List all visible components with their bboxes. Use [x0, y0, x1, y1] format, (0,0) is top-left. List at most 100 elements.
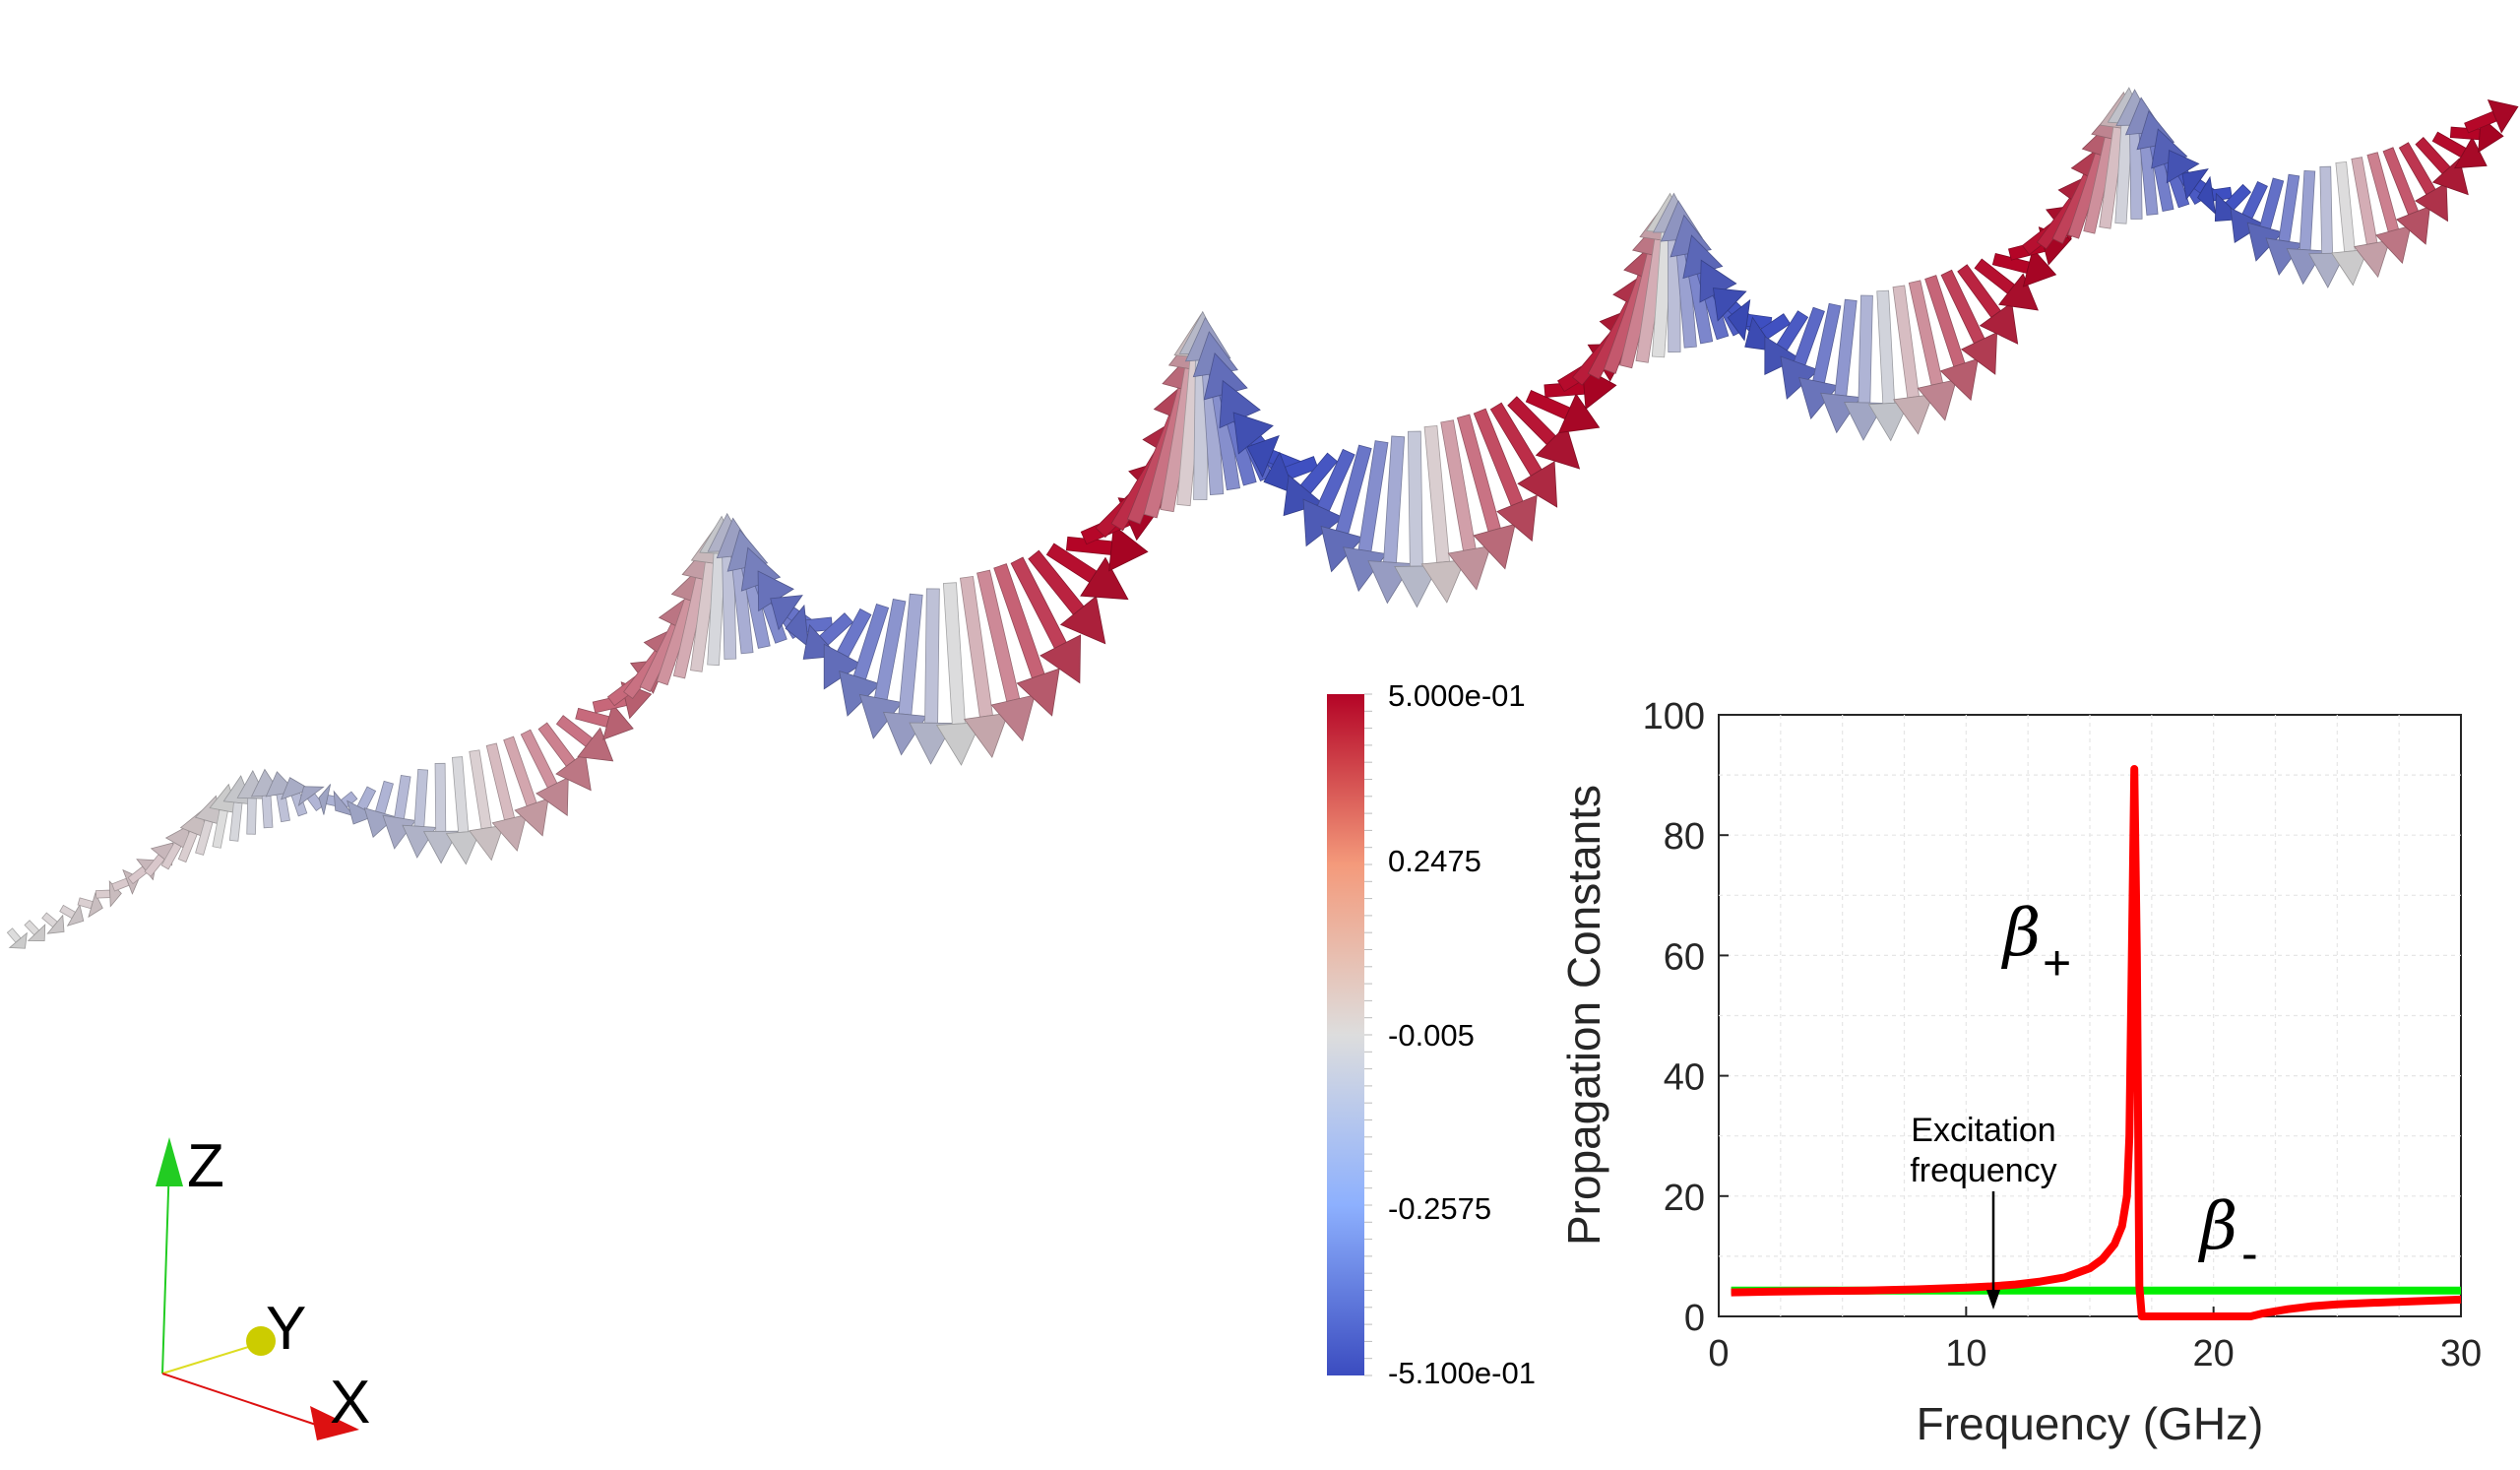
colorbar-gradient: [1327, 694, 1364, 1375]
line-chart: 0 10 20 30 0 20 40 60 80 100 Frequency (GHz) Pro…: [1558, 696, 2482, 1449]
field-arrow: [2366, 152, 2412, 265]
colorbar-min-label: -5.100e-01: [1388, 1356, 1536, 1390]
field-arrow: [1394, 430, 1439, 608]
z-axis-cone: [156, 1137, 183, 1186]
colorbar-ticks: [1364, 693, 1372, 1376]
x-axis-title: Frequency (GHz): [1917, 1398, 2264, 1449]
field-arrow: [1440, 419, 1491, 591]
annotation-line-2: frequency: [1910, 1152, 2056, 1189]
field-arrow: [1045, 543, 1129, 601]
field-arrow: [422, 762, 459, 864]
x-tick-label: 30: [2440, 1333, 2482, 1374]
y-tick-labels: 0 20 40 60 80 100: [1643, 696, 1729, 1339]
field-arrow: [297, 786, 325, 812]
field-arrow: [575, 703, 634, 740]
field-arrow: [2265, 173, 2303, 277]
field-arrow: [993, 563, 1060, 717]
y-tick-label: 0: [1684, 1298, 1705, 1339]
x-axis-label: X: [330, 1369, 370, 1437]
field-arrow: [1010, 556, 1082, 684]
field-arrow: [2230, 180, 2268, 243]
y-tick-label: 20: [1664, 1178, 1705, 1219]
field-arrow: [2398, 142, 2448, 223]
field-arrow: [2382, 147, 2430, 245]
y-axis-line: [161, 1343, 259, 1374]
field-arrow: [95, 880, 122, 908]
field-arrow: [333, 790, 358, 817]
y-axis-marker: [246, 1326, 276, 1356]
x-axis-cone: [310, 1406, 359, 1440]
beta-plus-symbol: β: [2000, 895, 2041, 971]
field-arrow: [537, 722, 592, 792]
colorbar-mid-label: -0.005: [1388, 1018, 1475, 1053]
y-tick-label: 80: [1664, 816, 1705, 858]
annotation-arrow-head: [1986, 1290, 2000, 1310]
colorbar-max-label: 5.000e-01: [1388, 678, 1526, 713]
field-arrow: [1320, 444, 1372, 573]
beta-plus-subscript: +: [2043, 935, 2071, 991]
series-line-beta-plus: [1731, 765, 2462, 1320]
y-tick-label: 40: [1664, 1057, 1705, 1099]
field-arrow: [1991, 247, 2057, 288]
field-arrow: [2246, 177, 2285, 262]
field-arrow: [1798, 302, 1842, 420]
colorbar-mid-low-label: -0.2575: [1388, 1191, 1491, 1226]
field-arrow: [1974, 258, 2039, 311]
x-tick-label: 0: [1708, 1333, 1729, 1374]
plot-grid: [1719, 715, 2461, 1316]
field-arrow: [1420, 424, 1466, 604]
y-tick-label: 60: [1664, 936, 1705, 978]
field-arrow: [959, 575, 1009, 758]
field-arrow: [1908, 280, 1957, 421]
field-arrow: [1507, 396, 1581, 470]
colorbar: 5.000e-01 0.2475 -0.005 -0.2575 -5.100e-…: [1327, 678, 1536, 1390]
plot-series: [1731, 765, 2462, 1320]
x-axis-line: [161, 1373, 326, 1429]
field-arrow: [503, 735, 549, 837]
field-arrow: [363, 780, 397, 838]
y-axis-label: Y: [266, 1295, 306, 1363]
field-arrow: [1867, 289, 1910, 442]
field-arrow: [469, 749, 505, 862]
y-axis-title: Propagation Constants: [1558, 785, 1609, 1246]
z-axis-label: Z: [187, 1132, 224, 1200]
z-axis-line: [161, 1161, 170, 1374]
field-arrow: [1957, 264, 2019, 345]
field-arrow: [976, 569, 1036, 742]
field-arrow: [1924, 275, 1979, 402]
field-arrow: [1489, 402, 1558, 508]
field-arrow: [2431, 131, 2488, 169]
field-arrow: [1065, 524, 1149, 572]
field-arrow: [1302, 448, 1355, 547]
field-arrow: [1764, 310, 1809, 376]
annotation-line-1: Excitation: [1911, 1112, 2055, 1149]
field-arrow: [24, 920, 46, 942]
orientation-axes: Z Y X: [156, 1132, 370, 1440]
x-tick-label: 10: [1945, 1333, 1986, 1374]
field-arrow: [1525, 389, 1601, 434]
field-arrow: [555, 715, 614, 762]
field-arrow: [2308, 165, 2347, 288]
colorbar-mid-high-label: 0.2475: [1388, 844, 1481, 878]
field-arrow: [935, 582, 981, 766]
field-arrow: [382, 775, 416, 850]
beta-minus-subscript: -: [2241, 1226, 2258, 1281]
beta-minus-symbol: β: [2197, 1188, 2237, 1264]
field-arrow: [839, 604, 890, 717]
field-arrow: [2464, 99, 2519, 134]
x-tick-label: 20: [2193, 1333, 2235, 1374]
field-arrow: [2351, 157, 2391, 279]
field-arrow: [1343, 440, 1389, 593]
field-arrow: [445, 756, 481, 865]
field-arrow: [823, 607, 872, 690]
field-arrow: [1473, 408, 1538, 543]
field-arrow: [1456, 414, 1516, 570]
field-arrow: [59, 903, 85, 927]
field-arrow: [485, 742, 528, 852]
field-arrow: [2331, 160, 2368, 287]
vector-field: [6, 87, 2519, 949]
field-arrow: [41, 912, 65, 934]
field-arrow: [1892, 285, 1934, 435]
field-arrow: [6, 927, 28, 949]
